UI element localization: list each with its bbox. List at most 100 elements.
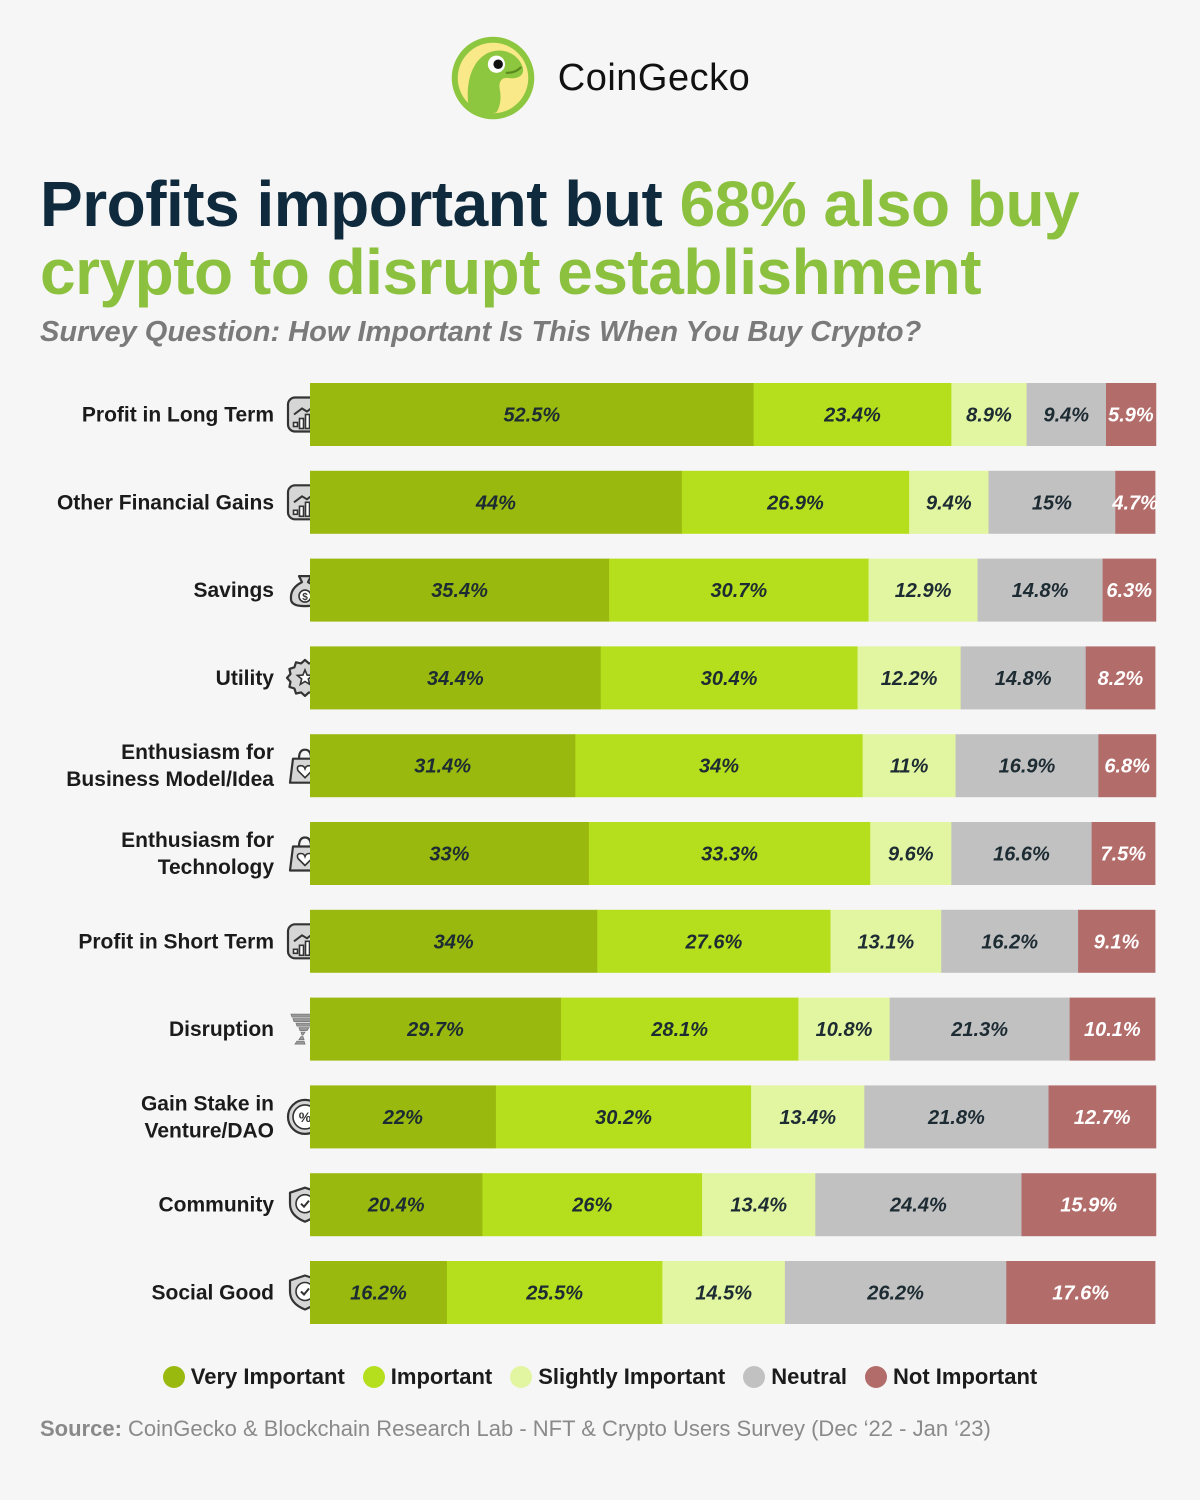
bar-segment xyxy=(862,734,956,798)
bar-segment xyxy=(870,822,952,885)
bar-segment xyxy=(310,646,602,710)
bar-segment xyxy=(960,646,1087,710)
category-label-line: Social Good xyxy=(151,1282,274,1305)
data-label: 34.4% xyxy=(427,668,484,690)
data-label: 30.7% xyxy=(710,580,767,602)
bar-segment xyxy=(310,997,562,1061)
category-label: Savings xyxy=(193,579,274,602)
category-label-line: Savings xyxy=(193,579,274,602)
category-label: Gain Stake in Venture/DAO xyxy=(141,1092,274,1142)
data-label: 14.5% xyxy=(695,1283,752,1305)
data-label: 10.8% xyxy=(816,1019,873,1041)
legend-label: Important xyxy=(390,1364,493,1389)
bar-segment xyxy=(988,470,1116,534)
category-label-line: Enthusiasm for xyxy=(121,829,274,852)
bar-segment xyxy=(702,1173,816,1237)
legend-swatch xyxy=(362,1366,385,1388)
data-label: 21.8% xyxy=(927,1107,985,1129)
headline-part-green: 68% also buy crypto to disrupt establish… xyxy=(40,168,1080,308)
bar-segment xyxy=(1102,558,1157,622)
data-label: 8.2% xyxy=(1098,668,1144,690)
bar-segment xyxy=(951,383,1027,446)
bar-segment xyxy=(941,909,1079,973)
bar-segment xyxy=(310,734,576,798)
bar-segment xyxy=(310,1085,497,1149)
category-label: Enthusiasm for Business Model/Idea xyxy=(66,741,274,791)
bar-segment xyxy=(495,1085,752,1149)
data-label: 29.7% xyxy=(406,1019,464,1041)
legend-item: Not Important xyxy=(865,1364,1037,1390)
bar-segment xyxy=(751,1085,865,1149)
data-label: 21.3% xyxy=(950,1019,1008,1041)
brand-name: CoinGecko xyxy=(557,56,751,99)
data-label: 17.6% xyxy=(1052,1283,1109,1305)
category-label-line: Venture/DAO xyxy=(144,1119,274,1142)
data-label: 44% xyxy=(475,492,516,514)
bar-segment xyxy=(753,383,952,446)
data-label: 12.9% xyxy=(895,580,952,602)
category-label: Profit in Short Term xyxy=(78,930,274,953)
headline-part-dark: Profits important but xyxy=(40,168,680,240)
data-label: 13.4% xyxy=(779,1107,836,1129)
data-label: 16.9% xyxy=(999,756,1056,778)
bar-segment xyxy=(310,1261,448,1324)
data-label: 14.8% xyxy=(1012,580,1069,602)
category-label: Other Financial Gains xyxy=(57,491,274,514)
bar-segment xyxy=(1026,383,1107,446)
legend-swatch xyxy=(510,1366,533,1388)
bar-segment xyxy=(857,646,962,710)
data-label: 7.5% xyxy=(1101,844,1147,866)
data-label: 6.8% xyxy=(1104,756,1150,778)
bar-segment xyxy=(681,470,910,534)
data-label: 26% xyxy=(571,1195,612,1217)
data-label: 16.2% xyxy=(981,931,1038,953)
bar-segment xyxy=(830,909,942,973)
legend-item: Neutral xyxy=(743,1364,847,1390)
data-label: 10.1% xyxy=(1084,1019,1141,1041)
data-label: 24.4% xyxy=(889,1195,947,1217)
category-label: Utility xyxy=(216,667,275,690)
category-label-line: Profit in Short Term xyxy=(78,930,274,953)
bar-segment xyxy=(609,558,869,622)
bar-segment xyxy=(310,822,590,885)
bar-segment xyxy=(662,1261,786,1324)
data-label: 52.5% xyxy=(503,405,560,427)
bar-segment xyxy=(1085,646,1156,710)
category-label: Profit in Long Term xyxy=(82,404,274,427)
bar-segment xyxy=(955,734,1099,798)
data-label: 9.4% xyxy=(1043,405,1089,427)
legend-item: Very Important xyxy=(162,1364,345,1390)
data-label: 12.2% xyxy=(881,668,938,690)
data-label: 22% xyxy=(382,1107,423,1129)
bar-segment xyxy=(864,1085,1049,1149)
bar-segment xyxy=(951,822,1093,885)
data-label: 13.1% xyxy=(858,931,915,953)
data-label: 35.4% xyxy=(431,580,488,602)
svg-text:%: % xyxy=(299,1109,312,1125)
bar-segment xyxy=(310,558,610,622)
data-label: 33.3% xyxy=(701,844,758,866)
category-label: Social Good xyxy=(151,1282,274,1305)
chart-subtitle: Survey Question: How Important Is This W… xyxy=(40,316,922,348)
bar-segment xyxy=(1105,383,1157,446)
data-label: 33% xyxy=(429,844,469,866)
bar-segment xyxy=(560,997,799,1061)
data-label: 25.5% xyxy=(525,1283,583,1305)
bar-segment xyxy=(784,1261,1007,1324)
legend-swatch xyxy=(865,1366,888,1388)
data-label: 15.9% xyxy=(1060,1195,1117,1217)
bar-segment xyxy=(889,997,1071,1061)
data-label: 20.4% xyxy=(367,1195,425,1217)
bar-segment xyxy=(310,1173,483,1237)
bar-segment xyxy=(1006,1261,1156,1324)
legend-label: Very Important xyxy=(190,1364,345,1389)
legend-label: Not Important xyxy=(893,1364,1038,1389)
data-label: 16.2% xyxy=(350,1283,407,1305)
data-label: 26.9% xyxy=(766,492,824,514)
data-label: 11% xyxy=(890,756,929,778)
data-label: 30.4% xyxy=(701,668,758,690)
data-label: 13.4% xyxy=(730,1195,787,1217)
data-label: 16.6% xyxy=(993,844,1050,866)
gecko-logo-icon xyxy=(451,36,535,120)
data-label: 5.9% xyxy=(1108,405,1154,427)
